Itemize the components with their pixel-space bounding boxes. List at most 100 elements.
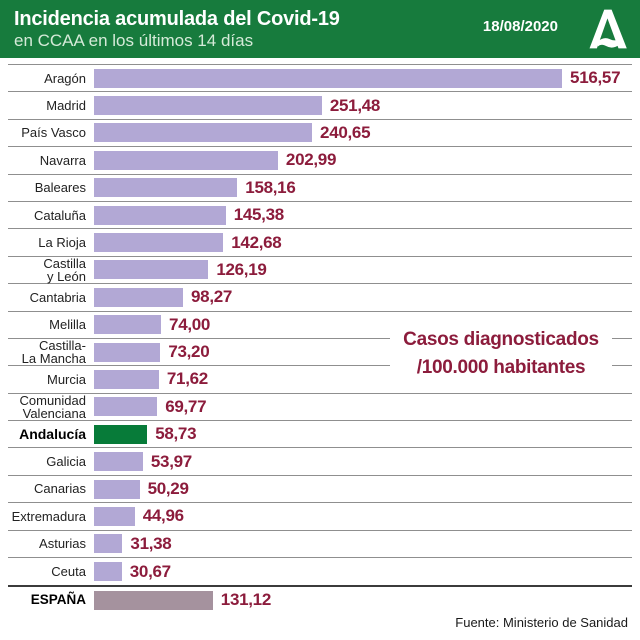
junta-de-andalucia-logo-icon [589,9,627,49]
value-label: 53,97 [150,451,192,471]
chart-row: Cataluña 145,38 [8,202,632,230]
chart-row: Galicia 53,97 [8,448,632,476]
value-label: 98,27 [191,287,233,307]
chart-row: Baleares 158,16 [8,175,632,202]
unit-annotation-line1: Casos diagnosticados [403,329,599,351]
value-bar [94,68,563,88]
source-credit: Fuente: Ministerio de Sanidad [455,615,628,630]
value-label: 30,67 [129,561,171,581]
region-label: Extremadura [11,508,86,524]
header-banner: Incidencia acumulada del Covid-19 en CCA… [0,0,640,58]
value-bar [94,260,209,280]
chart-row: Murcia 71,62 [8,366,632,394]
bar-chart-rows: Aragón 516,57 Madrid 251,48 País Vasco 2… [8,64,632,613]
chart-row: Cantabria 98,27 [8,284,632,312]
value-bar [94,397,158,417]
chart-row: Melilla 74,00 [8,312,632,339]
bar-track: 50,29 [86,479,632,499]
value-bar [94,562,122,582]
chart-row: Andalucía 58,73 [8,421,632,449]
value-label: 131,12 [220,590,272,610]
region-label: Castilla- La Mancha [21,337,86,367]
header-text-block: Incidencia acumulada del Covid-19 en CCA… [14,8,483,51]
chart-row: Navarra 202,99 [8,147,632,175]
bar-track: 71,62 [86,369,632,389]
bar-track: 131,12 [86,590,632,610]
value-bar [94,123,313,143]
bar-track: 145,38 [86,205,632,225]
bar-track: 251,48 [86,96,632,116]
value-label: 69,77 [165,396,207,416]
value-label: 31,38 [130,533,172,553]
chart-row: Extremadura 44,96 [8,503,632,531]
bar-track: 202,99 [86,150,632,170]
region-label: Galicia [46,454,86,470]
region-label: Baleares [34,180,86,196]
value-bar [94,205,226,225]
region-label: Canarias [33,481,86,497]
chart-row: Aragón 516,57 [8,65,632,93]
bar-track: 98,27 [86,287,632,307]
value-bar [94,424,148,444]
bar-track: 73,20 [86,342,632,362]
bar-track: 142,68 [86,233,632,253]
value-label: 240,65 [320,122,371,142]
value-label: 50,29 [147,479,189,499]
bar-track: 69,77 [86,397,632,417]
value-label: 158,16 [245,177,296,197]
value-bar [94,506,135,526]
bar-track: 240,65 [86,123,632,143]
value-bar [94,452,143,472]
unit-annotation: Casos diagnosticados /100.000 habitantes [390,326,612,382]
value-label: 202,99 [285,150,337,170]
bar-track: 44,96 [86,506,632,526]
value-label: 516,57 [570,68,621,88]
bar-track: 74,00 [86,315,632,335]
region-label: ESPAÑA [30,592,86,608]
bar-track: 58,73 [86,424,632,444]
value-label: 71,62 [166,369,208,389]
region-label: Comunidad Valenciana [19,392,87,421]
chart-row: Castilla- La Mancha 73,20 [8,337,632,367]
value-bar [94,369,159,389]
chart-row: Canarias 50,29 [8,476,632,504]
value-label: 145,38 [233,205,285,225]
unit-annotation-line2: /100.000 habitantes [416,357,586,379]
value-bar [94,342,161,362]
value-bar [94,233,224,253]
value-label: 142,68 [231,232,282,252]
region-label: Melilla [49,317,86,333]
value-bar [94,178,238,198]
value-label: 44,96 [142,506,184,526]
region-label: Cantabria [29,289,86,305]
value-label: 126,19 [216,259,267,279]
page-title: Incidencia acumulada del Covid-19 [14,7,340,30]
chart-row: La Rioja 142,68 [8,229,632,257]
bar-track: 53,97 [86,452,632,472]
chart-row: ESPAÑA 131,12 [8,585,632,612]
region-label: Asturias [39,536,86,552]
region-label: La Rioja [38,234,86,250]
value-bar [94,590,213,610]
value-bar [94,315,162,335]
bar-track: 158,16 [86,178,632,198]
region-label: Aragón [44,70,86,86]
region-label: Castilla y León [43,255,86,284]
bar-track: 516,57 [86,68,632,88]
region-label: Navarra [39,152,86,168]
value-bar [94,96,322,116]
value-label: 73,20 [168,342,210,362]
report-date: 18/08/2020 [482,18,558,35]
region-label: País Vasco [21,125,86,141]
region-label: Andalucía [19,426,86,443]
page-subtitle: en CCAA en los últimos 14 días [14,30,254,50]
value-label: 58,73 [155,424,197,444]
value-label: 74,00 [169,314,211,334]
chart-row: Madrid 251,48 [8,92,632,120]
chart-row: Comunidad Valenciana 69,77 [8,392,632,422]
chart-row: Castilla y León 126,19 [8,255,632,285]
bar-track: 126,19 [86,260,632,280]
value-bar [94,479,140,499]
bar-track: 30,67 [86,562,632,582]
chart-row: Ceuta 30,67 [8,558,632,585]
